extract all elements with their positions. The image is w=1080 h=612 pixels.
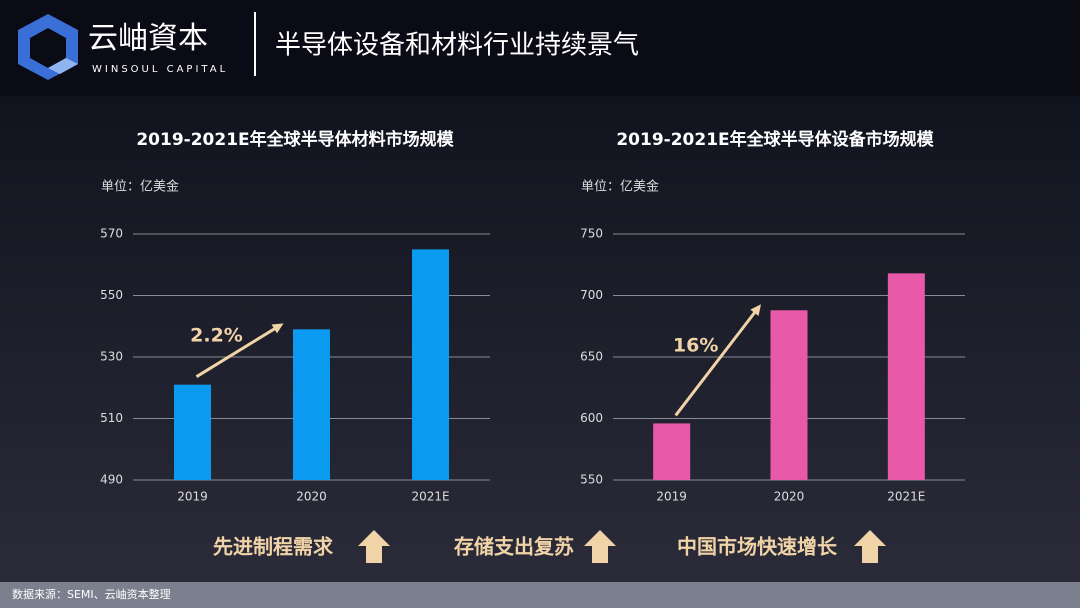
bar bbox=[293, 329, 330, 480]
unit-label: 单位：亿美金 bbox=[581, 179, 659, 195]
growth-label: 16% bbox=[673, 334, 718, 356]
growth-arrow-head bbox=[750, 304, 761, 317]
y-tick-label: 550 bbox=[100, 288, 123, 302]
unit-label: 单位：亿美金 bbox=[101, 179, 179, 195]
x-tick-label: 2021E bbox=[887, 490, 925, 504]
y-tick-label: 750 bbox=[580, 227, 603, 241]
logo-name: 云岫資本 bbox=[88, 21, 208, 56]
footer-band bbox=[0, 582, 1080, 608]
source: 数据来源：SEMI、云岫资本整理 bbox=[12, 587, 171, 601]
tag-up-arrow bbox=[854, 530, 886, 563]
y-tick-label: 570 bbox=[100, 227, 123, 241]
y-tick-label: 510 bbox=[100, 411, 123, 425]
growth-arrow bbox=[195, 325, 280, 378]
y-tick-label: 490 bbox=[100, 473, 123, 487]
tag-label: 先进制程需求 bbox=[213, 535, 334, 559]
tag-up-arrow bbox=[358, 530, 390, 563]
logo-sub: WINSOUL CAPITAL bbox=[92, 64, 228, 75]
bar bbox=[174, 384, 211, 480]
chart-title: 2019-2021E年全球半导体设备市场规模 bbox=[616, 129, 934, 150]
bar bbox=[412, 249, 449, 480]
y-tick-label: 550 bbox=[580, 473, 603, 487]
growth-arrow bbox=[674, 308, 759, 417]
chart-title: 2019-2021E年全球半导体材料市场规模 bbox=[136, 129, 454, 150]
y-tick-label: 700 bbox=[580, 288, 603, 302]
x-tick-label: 2019 bbox=[656, 490, 687, 504]
x-tick-label: 2020 bbox=[774, 490, 805, 504]
bar bbox=[770, 310, 808, 480]
x-tick-label: 2020 bbox=[296, 490, 327, 504]
header-band bbox=[0, 0, 1080, 96]
growth-label: 2.2% bbox=[190, 325, 243, 347]
y-tick-label: 600 bbox=[580, 411, 603, 425]
slide-title: 半导体设备和材料行业持续景气 bbox=[275, 31, 639, 61]
x-tick-label: 2021E bbox=[411, 490, 449, 504]
growth-arrow-head bbox=[271, 323, 284, 334]
logo-icon bbox=[18, 14, 78, 80]
tag-up-arrow bbox=[584, 530, 616, 563]
x-tick-label: 2019 bbox=[177, 490, 208, 504]
y-tick-label: 530 bbox=[100, 350, 123, 364]
bar bbox=[887, 273, 925, 480]
bar bbox=[653, 423, 691, 480]
tag-label: 中国市场快速增长 bbox=[677, 535, 838, 559]
y-tick-label: 650 bbox=[580, 350, 603, 364]
tag-label: 存储支出复苏 bbox=[454, 535, 574, 559]
